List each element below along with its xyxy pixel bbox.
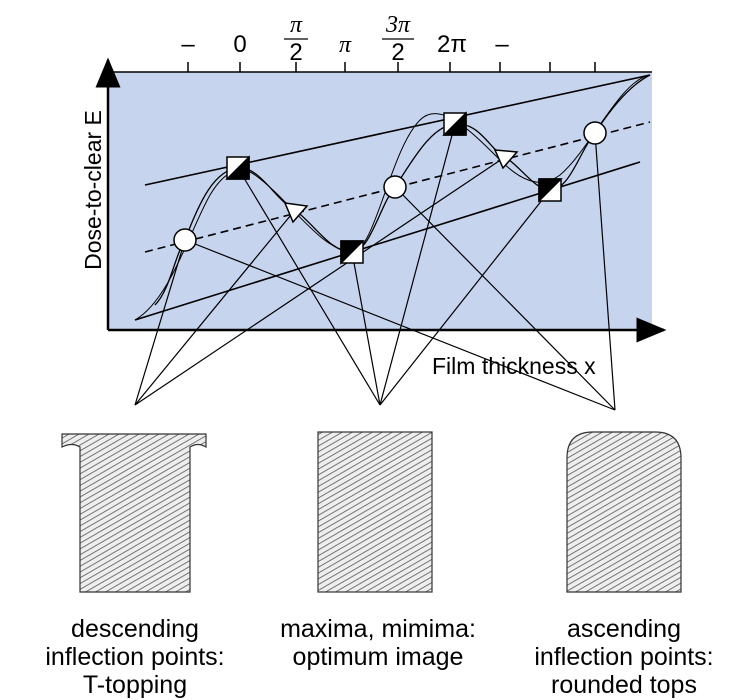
profiles: [62, 432, 681, 592]
caption-line: T-topping: [83, 671, 187, 699]
top-label-denominator: 2: [289, 39, 302, 66]
x-axis-label: Film thickness x: [432, 353, 596, 379]
diagram: Dose-to-clear E Film thickness x – 0 π 2…: [0, 0, 741, 700]
optimum-profile: [318, 432, 432, 592]
caption-line: descending: [71, 615, 199, 643]
top-label: π: [339, 32, 352, 58]
plot: Dose-to-clear E Film thickness x – 0 π 2…: [80, 12, 664, 410]
caption-line: maxima, mimima:: [280, 615, 476, 643]
y-axis-label: Dose-to-clear E: [80, 110, 106, 270]
captions: descending inflection points: T-topping …: [45, 615, 713, 699]
top-axis-labels: – 0 π 2 π 3π 2 2π –: [181, 12, 509, 66]
top-label-numerator: π: [290, 12, 303, 38]
top-label: 2π: [437, 31, 467, 58]
plot-area: [108, 72, 652, 330]
caption-line: ascending: [567, 615, 681, 643]
t-top-profile: [62, 434, 206, 592]
top-label-denominator: 2: [391, 39, 404, 66]
top-label: 0: [233, 31, 246, 58]
caption-line: inflection points:: [45, 643, 224, 671]
caption-line: inflection points:: [534, 643, 713, 671]
caption-line: optimum image: [293, 643, 464, 671]
top-label-numerator: 3π: [385, 12, 411, 38]
top-label: –: [495, 31, 509, 58]
top-label: –: [181, 31, 195, 58]
caption-line: rounded tops: [551, 671, 697, 699]
rounded-profile: [567, 432, 681, 592]
